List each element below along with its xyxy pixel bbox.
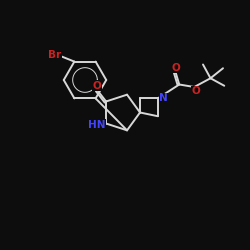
Text: O: O	[93, 81, 102, 91]
Text: Br: Br	[48, 50, 62, 60]
Text: N: N	[159, 93, 168, 103]
Text: O: O	[171, 62, 180, 72]
Text: O: O	[191, 86, 200, 97]
Text: HN: HN	[88, 120, 105, 130]
